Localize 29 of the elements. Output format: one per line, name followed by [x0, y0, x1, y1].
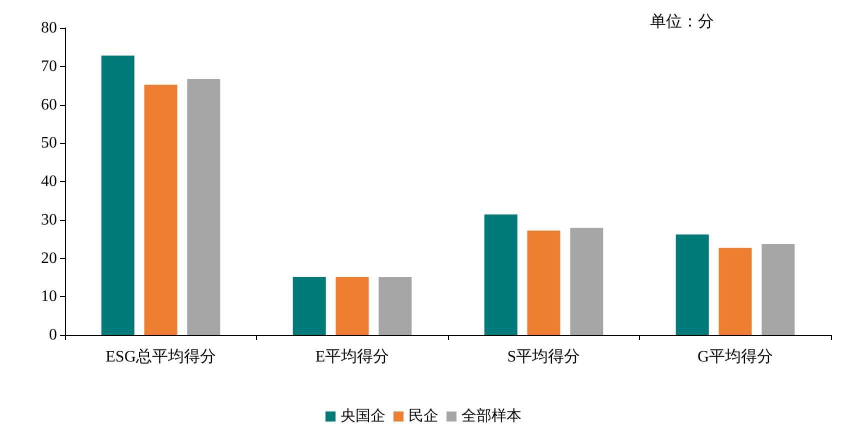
y-tick-label: 50: [41, 134, 57, 152]
legend-label: 全部样本: [462, 408, 522, 424]
bar: [762, 244, 795, 335]
x-tick-label: G平均得分: [697, 348, 774, 366]
y-tick-label: 30: [41, 211, 57, 228]
legend-label: 民企: [408, 408, 438, 424]
bar: [292, 277, 326, 335]
bar: [336, 277, 369, 335]
y-tick-label: 0: [49, 326, 57, 344]
y-tick-label: 80: [41, 20, 57, 36]
annotation: 单位：分: [650, 12, 714, 30]
bar: [378, 277, 412, 335]
y-tick-label: 10: [41, 288, 57, 306]
x-tick-label: S平均得分: [507, 348, 580, 366]
x-tick-label: ESG总平均得分: [106, 348, 216, 366]
bar: [101, 56, 134, 335]
y-tick-label: 20: [41, 250, 57, 267]
bar: [676, 234, 709, 335]
bar: [570, 228, 604, 335]
y-tick-label: 70: [41, 58, 57, 75]
bar: [718, 248, 752, 335]
y-tick-label: 60: [41, 96, 57, 114]
x-tick-label: E平均得分: [315, 348, 390, 366]
bar: [527, 230, 560, 335]
bar: [484, 214, 518, 335]
bar: [144, 84, 178, 335]
legend-label: 央国企: [340, 408, 386, 424]
y-tick-label: 40: [41, 173, 57, 190]
bar: [187, 79, 220, 335]
